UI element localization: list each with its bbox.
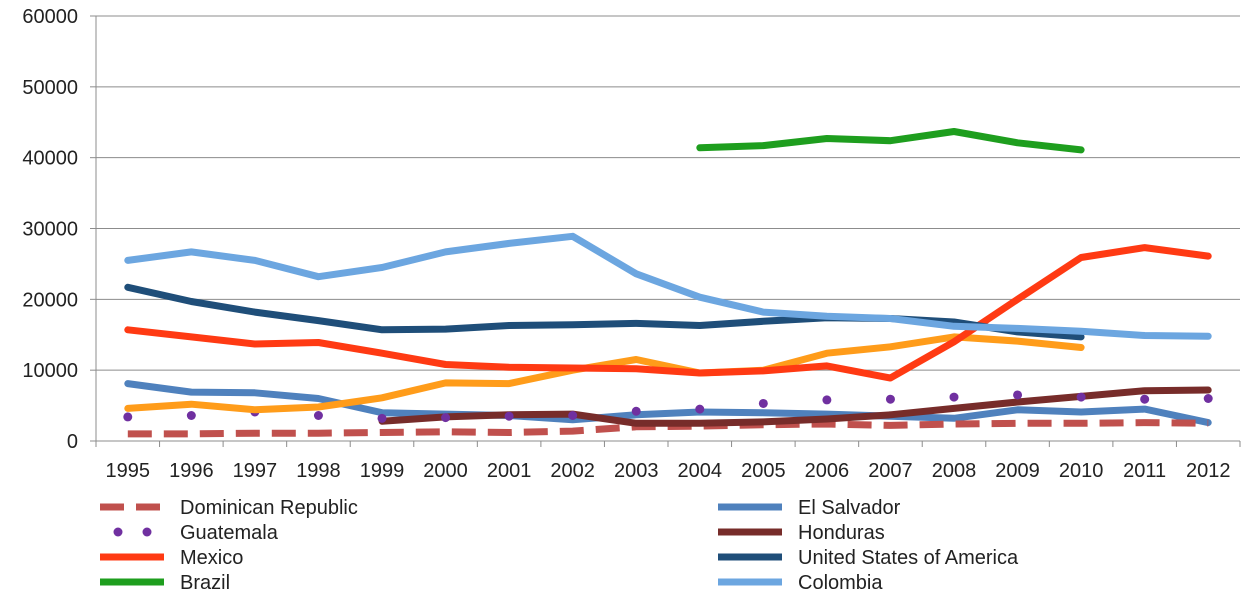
y-tick-label-5: 50000: [22, 77, 78, 99]
point-guatemala-2011: [1140, 394, 1150, 404]
series-line-brazil: [696, 128, 1085, 154]
legend-label-guatemala: Guatemala: [180, 522, 279, 544]
x-tick-label-2005: 2005: [741, 460, 786, 482]
legend-label-united-states-of-america: United States of America: [798, 547, 1019, 569]
x-tick-label-1997: 1997: [233, 460, 278, 482]
legend-label-mexico: Mexico: [180, 547, 243, 569]
point-guatemala-2010: [1076, 392, 1086, 402]
point-guatemala-1998: [313, 411, 323, 420]
x-tick-label-1999: 1999: [360, 460, 405, 482]
series-line-mexico: [124, 244, 1212, 382]
y-tick-label-0: 0: [67, 431, 78, 453]
x-tick-label-2001: 2001: [487, 460, 532, 482]
y-tick-label-1: 10000: [22, 360, 78, 382]
legend-label-el-salvador: El Salvador: [798, 497, 901, 519]
x-tick-label-2012: 2012: [1186, 460, 1231, 482]
point-guatemala-2006: [822, 395, 832, 405]
point-guatemala-2001: [504, 411, 514, 421]
x-tick-label-2002: 2002: [550, 460, 595, 482]
point-guatemala-2000: [441, 413, 451, 423]
point-guatemala-2002: [568, 411, 578, 420]
x-tick-label-2000: 2000: [423, 460, 468, 482]
point-guatemala-2005: [758, 398, 768, 408]
point-guatemala-1996: [186, 411, 196, 420]
y-tick-label-4: 40000: [22, 148, 78, 170]
legend-label-honduras: Honduras: [798, 522, 885, 544]
point-guatemala-2012: [1203, 394, 1213, 403]
point-guatemala-1995: [123, 412, 133, 422]
x-tick-label-2007: 2007: [868, 460, 913, 482]
x-tick-label-2011: 2011: [1123, 460, 1166, 482]
series-line-el-salvador: [124, 380, 1212, 427]
series-line-united-states-of-america: [124, 283, 1085, 341]
point-guatemala-2004: [695, 404, 705, 414]
x-tick-label-2009: 2009: [995, 460, 1040, 482]
point-guatemala-2007: [885, 394, 895, 404]
x-tick-label-2004: 2004: [678, 460, 723, 482]
y-tick-label-2: 20000: [22, 289, 78, 311]
x-tick-label-2003: 2003: [614, 460, 659, 482]
legend-marker-guatemala-a: [113, 527, 123, 537]
x-tick-label-1995: 1995: [106, 460, 151, 482]
legend-label-colombia: Colombia: [798, 572, 883, 594]
point-guatemala-2003: [631, 406, 641, 416]
x-tick-label-2006: 2006: [805, 460, 850, 482]
legend-label-brazil: Brazil: [180, 572, 230, 594]
x-tick-label-1996: 1996: [169, 460, 214, 482]
series-line-honduras: [378, 386, 1212, 427]
legend-marker-guatemala-b: [142, 527, 152, 537]
legend-label-dominican-republic: Dominican Republic: [180, 497, 358, 519]
point-guatemala-1999: [377, 413, 387, 423]
point-guatemala-2008: [949, 392, 959, 402]
y-tick-label-6: 60000: [22, 6, 78, 28]
x-tick-label-1998: 1998: [296, 460, 341, 482]
point-guatemala-2009: [1013, 390, 1023, 400]
series-line-series-8: [124, 333, 1085, 414]
series-line-colombia: [124, 232, 1212, 340]
x-tick-label-2008: 2008: [932, 460, 977, 482]
x-tick-label-2010: 2010: [1059, 460, 1104, 482]
y-tick-label-3: 30000: [22, 219, 78, 241]
